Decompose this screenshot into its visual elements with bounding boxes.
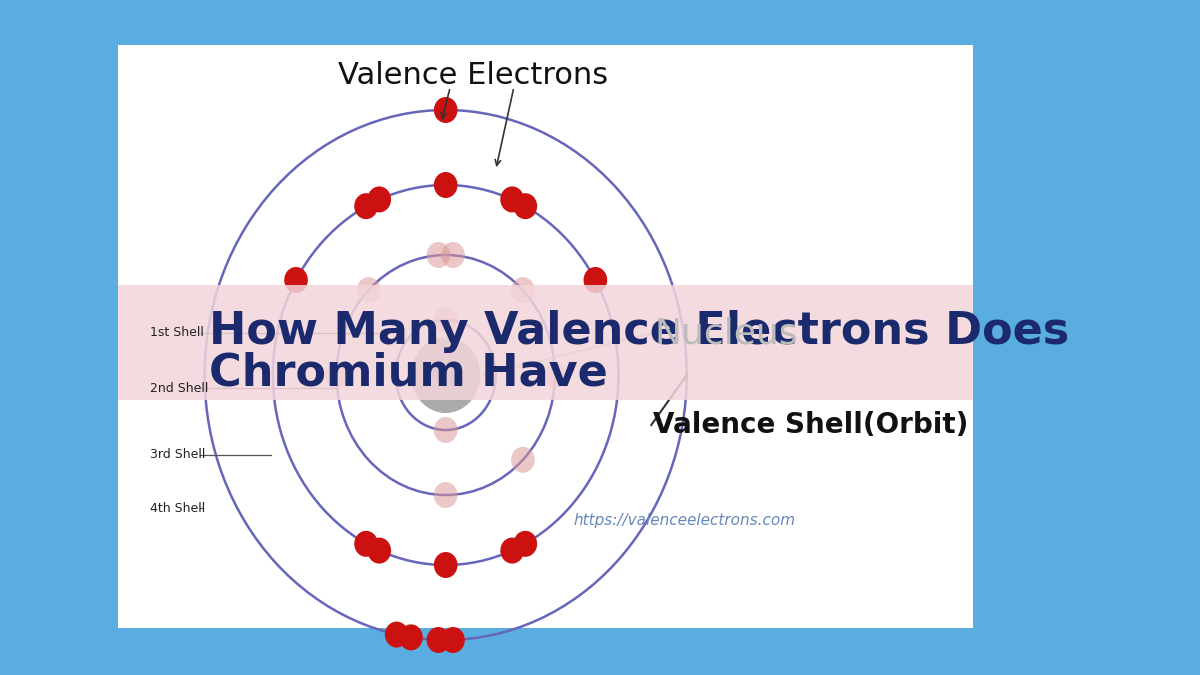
Circle shape: [514, 531, 538, 557]
Circle shape: [367, 186, 391, 213]
Text: Cr: Cr: [431, 363, 461, 387]
Circle shape: [544, 362, 566, 388]
Circle shape: [434, 172, 457, 198]
Circle shape: [500, 186, 524, 213]
Circle shape: [514, 193, 538, 219]
Circle shape: [583, 267, 607, 293]
Circle shape: [442, 242, 464, 268]
Circle shape: [354, 193, 378, 219]
Text: Chromium Have: Chromium Have: [209, 352, 608, 395]
Text: 4th Shell: 4th Shell: [150, 502, 205, 514]
Circle shape: [356, 277, 380, 303]
Circle shape: [434, 482, 457, 508]
Circle shape: [385, 622, 408, 647]
Circle shape: [511, 277, 535, 303]
Circle shape: [426, 242, 450, 268]
Circle shape: [434, 552, 457, 578]
Text: Nucleus: Nucleus: [655, 316, 798, 350]
Circle shape: [511, 447, 535, 473]
Text: https://valenceelectrons.com: https://valenceelectrons.com: [574, 512, 796, 527]
Text: 3rd Shell: 3rd Shell: [150, 448, 205, 462]
Circle shape: [500, 537, 524, 564]
Circle shape: [434, 417, 457, 443]
Circle shape: [434, 97, 457, 123]
Text: Valence Shell(Orbit): Valence Shell(Orbit): [653, 411, 968, 439]
Circle shape: [412, 337, 480, 413]
Circle shape: [367, 537, 391, 564]
Circle shape: [434, 307, 457, 333]
Circle shape: [400, 624, 422, 651]
Bar: [119, 45, 973, 628]
Circle shape: [325, 362, 348, 388]
Circle shape: [442, 627, 464, 653]
Text: 2nd Shell: 2nd Shell: [150, 381, 209, 394]
Circle shape: [354, 531, 378, 557]
Text: 1st Shell: 1st Shell: [150, 327, 204, 340]
Text: Valence Electrons: Valence Electrons: [338, 61, 608, 90]
Circle shape: [284, 267, 308, 293]
Circle shape: [426, 627, 450, 653]
Text: How Many Valence Electrons Does: How Many Valence Electrons Does: [209, 310, 1069, 353]
Bar: [119, 285, 973, 400]
